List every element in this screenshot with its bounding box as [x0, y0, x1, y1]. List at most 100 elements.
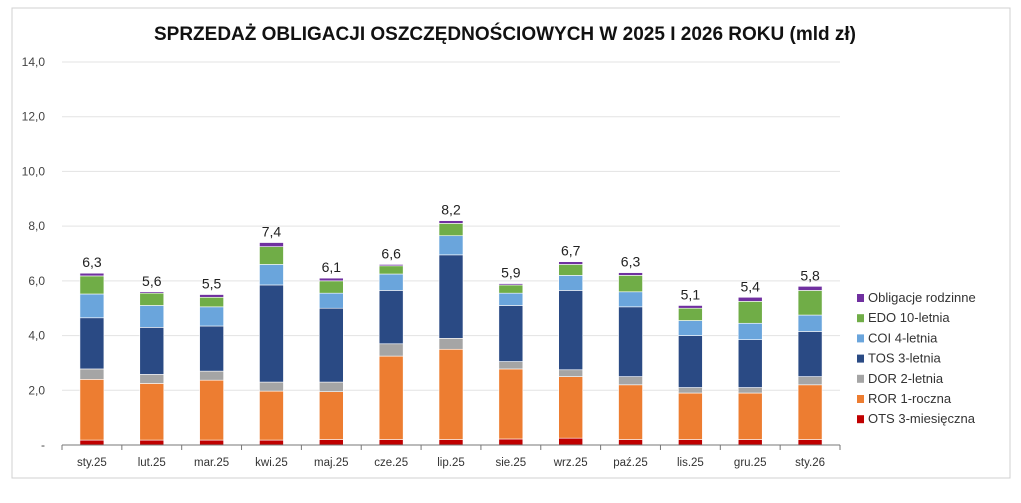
bar-segment — [498, 284, 524, 294]
total-label: 6,3 — [82, 254, 102, 270]
bar-segment — [618, 291, 643, 308]
bar-segment — [79, 272, 105, 277]
y-tick-label: 8,0 — [28, 219, 45, 233]
bar-segment — [199, 379, 224, 441]
bar-segment — [797, 384, 823, 440]
bar-segment — [438, 220, 464, 224]
bar-segment — [618, 272, 643, 276]
bar-segment — [498, 361, 524, 370]
bar-segment — [319, 280, 344, 294]
x-tick-label: sty.26 — [795, 457, 825, 469]
bar-segment — [378, 264, 404, 267]
bar-segment — [139, 374, 165, 384]
bar-segment — [618, 439, 643, 446]
bar-segment — [438, 254, 464, 339]
bar-segment — [199, 370, 224, 381]
bar-segment — [378, 290, 404, 345]
bar-segment — [79, 368, 105, 380]
total-label: 5,5 — [202, 276, 222, 292]
bar-segment — [79, 293, 105, 319]
legend-label: OTS 3-miesięczna — [868, 411, 976, 426]
bar-segment — [737, 387, 763, 394]
bar-segment — [558, 376, 583, 439]
total-label: 5,9 — [501, 265, 521, 281]
bar-segment — [558, 264, 583, 276]
chart-title: SPRZEDAŻ OBLIGACJI OSZCZĘDNOŚCIOWYCH W 2… — [154, 23, 856, 45]
bar-segment — [199, 296, 224, 308]
bar-segment — [79, 275, 105, 295]
bar-segment — [79, 317, 105, 370]
bar-segment — [79, 379, 105, 441]
total-label: 8,2 — [441, 202, 461, 218]
bar-segment — [737, 301, 763, 324]
y-tick-label: - — [41, 438, 45, 452]
bar-segment — [259, 439, 284, 446]
legend-swatch — [857, 314, 864, 323]
total-label: 5,6 — [142, 273, 162, 289]
bar-segment — [438, 223, 464, 237]
bar-segment — [79, 439, 105, 446]
x-tick-label: paź.25 — [613, 457, 648, 469]
bar-segment — [797, 439, 823, 446]
y-tick-label: 12,0 — [22, 110, 46, 124]
bar-segment — [319, 391, 344, 440]
bar-segment — [618, 384, 643, 440]
bar-segment — [797, 376, 823, 386]
bar-segment — [498, 283, 524, 286]
bar-segment — [259, 381, 284, 392]
bar-segment — [259, 242, 284, 247]
x-tick-label: sty.25 — [77, 457, 107, 469]
bar-segment — [678, 307, 703, 321]
bar-segment — [438, 338, 464, 350]
bar-segment — [438, 235, 464, 256]
total-label: 5,1 — [681, 286, 701, 302]
bar-segment — [199, 306, 224, 327]
bar-segment — [199, 325, 224, 372]
bar-segment — [737, 296, 763, 302]
x-tick-label: wrz.25 — [553, 457, 588, 469]
bar-segment — [618, 275, 643, 293]
total-label: 6,1 — [322, 259, 342, 275]
bar-segment — [498, 438, 524, 446]
legend-swatch — [857, 374, 864, 383]
bar-segment — [797, 314, 823, 332]
bar-segment — [378, 273, 404, 291]
bar-segment — [259, 264, 284, 286]
bar-segment — [678, 335, 703, 388]
bar-segment — [378, 355, 404, 440]
bar-segment — [797, 331, 823, 377]
bar-segment — [737, 439, 763, 446]
bar-segment — [259, 284, 284, 383]
legend-label: EDO 10-letnia — [868, 310, 950, 325]
bar-segment — [498, 368, 524, 440]
legend-label: Obligacje rodzinne — [868, 290, 976, 305]
legend-swatch — [857, 415, 864, 424]
bar-segment — [319, 381, 344, 392]
legend-swatch — [857, 395, 864, 403]
legend-label: DOR 2-letnia — [868, 371, 944, 386]
legend-label: COI 4-letnia — [868, 330, 938, 345]
bar-segment — [199, 294, 224, 298]
bar-segment — [797, 286, 823, 291]
bar-segment — [737, 322, 763, 340]
legend-swatch — [857, 354, 864, 363]
bar-segment — [139, 383, 165, 441]
y-tick-label: 2,0 — [28, 383, 45, 397]
total-label: 6,7 — [561, 243, 581, 259]
y-tick-label: 10,0 — [22, 164, 46, 178]
x-tick-label: lip.25 — [437, 457, 465, 469]
x-tick-label: gru.25 — [734, 457, 767, 469]
legend-label: ROR 1-roczna — [868, 391, 952, 406]
bar-segment — [558, 437, 583, 446]
bar-segment — [558, 275, 583, 291]
bar-segment — [498, 305, 524, 362]
x-tick-label: lis.25 — [677, 457, 704, 469]
bar-segment — [139, 305, 165, 328]
x-tick-label: sie.25 — [496, 457, 527, 469]
x-tick-label: lut.25 — [138, 457, 166, 469]
legend-swatch — [857, 294, 864, 302]
bar-segment — [678, 392, 703, 440]
total-label: 5,4 — [740, 278, 760, 294]
total-label: 7,4 — [262, 224, 282, 240]
